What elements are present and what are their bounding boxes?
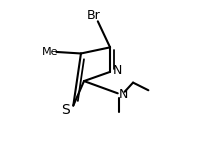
Text: Br: Br — [86, 10, 100, 22]
Text: Me: Me — [42, 47, 59, 57]
Text: S: S — [61, 103, 70, 117]
Text: N: N — [113, 64, 122, 77]
Text: N: N — [118, 88, 128, 101]
